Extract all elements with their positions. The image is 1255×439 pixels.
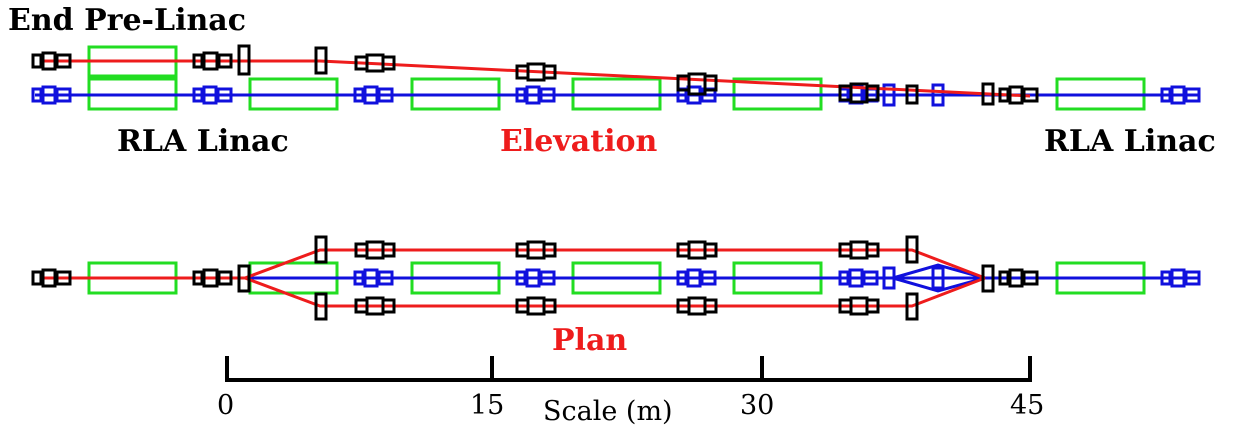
blue-quad: [31, 85, 72, 105]
black-quad: [838, 296, 880, 316]
black-quad: [354, 296, 396, 316]
black-quad: [838, 82, 880, 104]
blue-quad: [353, 85, 394, 105]
black-quad: [998, 85, 1039, 105]
black-magnets-elevation: [31, 44, 1039, 106]
blue-quads-plan: [353, 266, 1201, 290]
blue-bend: [931, 266, 945, 290]
black-bend: [314, 46, 328, 75]
black-quad: [676, 296, 718, 316]
label-rla-linac-right: RLA Linac: [1044, 124, 1216, 159]
red-beam-line-elevation: [40, 59, 1031, 98]
black-bend: [237, 44, 251, 76]
black-quad: [998, 268, 1039, 288]
blue-quad: [515, 268, 556, 288]
blue-bend: [882, 266, 896, 290]
black-quad: [354, 240, 396, 260]
plan-view: [31, 235, 1201, 321]
label-plan: Plan: [552, 323, 627, 358]
scale-tick-label: 15: [470, 390, 504, 421]
black-quad: [515, 240, 557, 260]
black-quad: [676, 240, 718, 260]
scale-tick-label: 0: [217, 390, 234, 421]
scale-tick-label: 45: [1010, 390, 1044, 421]
black-bend: [314, 235, 328, 264]
black-bend: [981, 82, 995, 106]
black-bend: [905, 235, 919, 264]
blue-quad: [353, 268, 394, 288]
red-beam-lines-plan: [40, 248, 986, 308]
black-quad: [192, 51, 233, 71]
black-bend: [237, 264, 251, 293]
black-quad: [838, 240, 880, 260]
blue-quad: [676, 268, 717, 288]
blue-quad: [192, 85, 233, 105]
label-end-pre-linac: End Pre-Linac: [8, 3, 246, 38]
black-bend: [905, 84, 919, 105]
black-bend: [981, 264, 995, 293]
blue-quad: [1160, 268, 1201, 288]
scale-bar: [225, 356, 1032, 382]
black-quad: [31, 268, 72, 288]
label-elevation: Elevation: [500, 124, 657, 159]
blue-bend: [931, 83, 945, 107]
black-quad: [354, 53, 396, 73]
blue-bend: [882, 83, 896, 107]
blue-quad: [838, 268, 879, 288]
black-bend: [905, 292, 919, 321]
black-bend: [314, 292, 328, 321]
black-quad: [676, 72, 718, 96]
scale-tick-label: 30: [740, 390, 774, 421]
scale-title: Scale (m): [543, 396, 673, 427]
label-rla-linac-left: RLA Linac: [117, 124, 289, 159]
black-magnets-plan: [31, 235, 1039, 321]
blue-quad: [515, 85, 556, 105]
black-quad: [515, 62, 557, 82]
black-quad: [31, 51, 72, 71]
elevation-view: [31, 44, 1201, 111]
black-quad: [192, 268, 233, 288]
blue-quad: [1160, 85, 1201, 105]
black-quad: [515, 296, 557, 316]
blue-quads-elevation: [31, 83, 1201, 107]
